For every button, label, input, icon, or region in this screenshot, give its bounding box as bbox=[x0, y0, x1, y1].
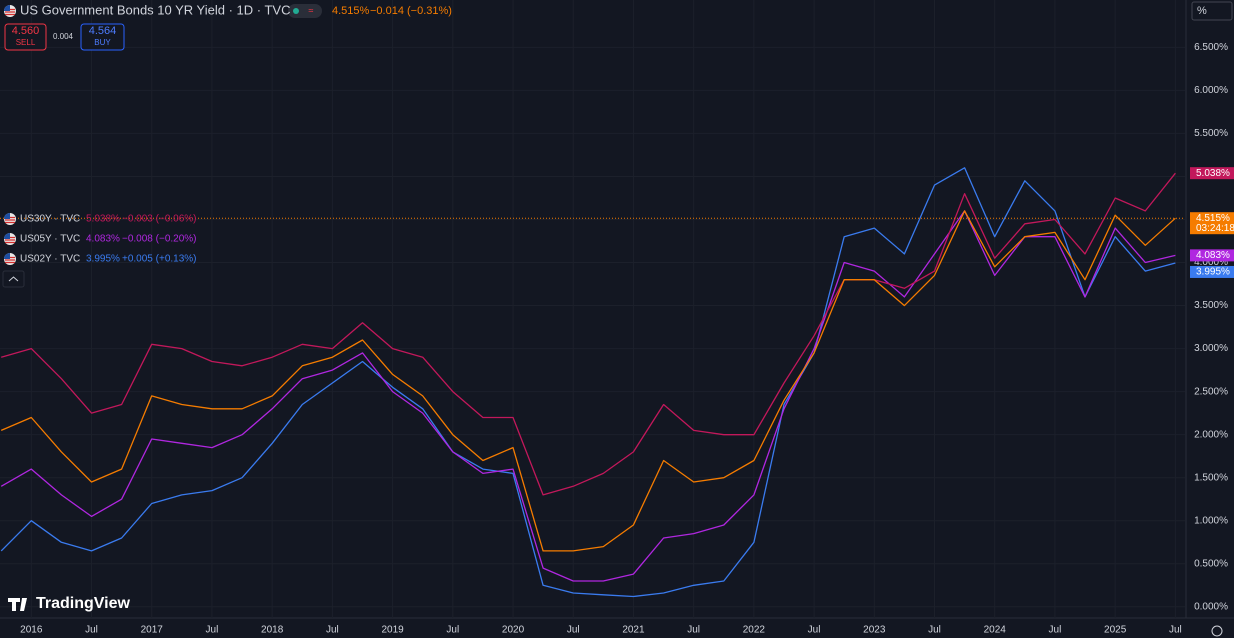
collapse-icon[interactable] bbox=[8, 276, 19, 282]
x-tick-label: 2016 bbox=[20, 625, 43, 636]
price-badge bbox=[1190, 167, 1234, 180]
sell-button[interactable] bbox=[4, 23, 47, 51]
chart-title: US Government Bonds 10 YR Yield · 1D · T… bbox=[20, 2, 290, 17]
price-badge bbox=[1190, 212, 1234, 235]
y-tick-label: 3.500% bbox=[1194, 300, 1228, 311]
x-tick-label: 2018 bbox=[261, 625, 284, 636]
x-tick-label: 2022 bbox=[743, 625, 766, 636]
price-badge-label: 4.083% bbox=[1196, 250, 1230, 261]
scale-unit[interactable]: % bbox=[1197, 5, 1207, 17]
x-tick-label: Jul bbox=[928, 625, 941, 636]
y-tick-label: 0.500% bbox=[1194, 558, 1228, 569]
price-badge-label: 3.995% bbox=[1196, 267, 1230, 278]
x-tick-label: 2024 bbox=[984, 625, 1007, 636]
series-line bbox=[0, 167, 1176, 598]
y-tick-label: 2.000% bbox=[1194, 429, 1228, 440]
x-tick-label: 2017 bbox=[141, 625, 164, 636]
buy-label[interactable]: BUY bbox=[94, 38, 111, 47]
logo-mark bbox=[8, 598, 27, 611]
legend-name: US02Y · TVC bbox=[20, 254, 80, 265]
status-icon: ≈ bbox=[309, 5, 314, 15]
legend-value: 4.083% bbox=[86, 234, 120, 245]
buy-button[interactable] bbox=[80, 23, 125, 51]
x-tick-label: Jul bbox=[1049, 625, 1062, 636]
collapse-button[interactable] bbox=[2, 270, 25, 288]
flag-canton bbox=[4, 253, 10, 259]
price-badge-label: 4.515% bbox=[1196, 213, 1230, 224]
logo-text: TradingView bbox=[36, 595, 131, 612]
y-tick-label: 3.000% bbox=[1194, 343, 1228, 354]
x-tick-label: 2023 bbox=[863, 625, 886, 636]
legend-change: −0.003 (−0.06%) bbox=[122, 214, 197, 225]
x-tick-label: Jul bbox=[567, 625, 580, 636]
x-tick-label: Jul bbox=[326, 625, 339, 636]
series-line bbox=[1, 172, 1176, 496]
y-tick-label: 1.500% bbox=[1194, 472, 1228, 483]
x-tick-label: Jul bbox=[1169, 625, 1182, 636]
x-tick-label: 2025 bbox=[1104, 625, 1127, 636]
y-tick-label: 6.500% bbox=[1194, 42, 1228, 53]
x-tick-label: Jul bbox=[85, 625, 98, 636]
sell-price[interactable]: 4.560 bbox=[12, 25, 40, 37]
x-tick-label: 2019 bbox=[381, 625, 404, 636]
price-badge bbox=[1190, 249, 1234, 262]
flag-canton bbox=[4, 5, 10, 11]
y-tick-label: 5.500% bbox=[1194, 128, 1228, 139]
price-change: −0.014 (−0.31%) bbox=[370, 5, 452, 17]
flag-canton bbox=[4, 233, 10, 239]
series-line bbox=[0, 210, 1176, 582]
legend-name: US05Y · TVC bbox=[20, 234, 80, 245]
x-tick-label: Jul bbox=[687, 625, 700, 636]
sell-label[interactable]: SELL bbox=[16, 38, 36, 47]
last-price: 4.515% bbox=[332, 5, 370, 17]
legend-change: +0.005 (+0.13%) bbox=[122, 254, 197, 265]
y-tick-label: 2.500% bbox=[1194, 386, 1228, 397]
legend-value: 3.995% bbox=[86, 254, 120, 265]
legend-name: US30Y · TVC bbox=[20, 214, 80, 225]
x-tick-label: Jul bbox=[808, 625, 821, 636]
flag-canton bbox=[4, 213, 10, 219]
price-badge bbox=[1190, 265, 1234, 278]
price-badge-label: 5.038% bbox=[1196, 168, 1230, 179]
series-line bbox=[0, 210, 1176, 552]
unit-box[interactable] bbox=[1191, 1, 1233, 21]
x-tick-label: 2021 bbox=[622, 625, 645, 636]
y-tick-label: 1.000% bbox=[1194, 515, 1228, 526]
spread: 0.004 bbox=[53, 32, 74, 41]
plot-area bbox=[0, 167, 1185, 598]
y-tick-label: 0.000% bbox=[1194, 601, 1228, 612]
countdown: 03:24:18 bbox=[1196, 223, 1234, 234]
y-tick-label: 4.000% bbox=[1194, 257, 1228, 268]
x-tick-label: Jul bbox=[446, 625, 459, 636]
legend-change: −0.008 (−0.20%) bbox=[122, 234, 197, 245]
status-pill[interactable] bbox=[288, 4, 322, 18]
legend-value: 5.038% bbox=[86, 214, 120, 225]
x-tick-label: Jul bbox=[206, 625, 219, 636]
settings-icon[interactable] bbox=[1211, 625, 1223, 637]
buy-price[interactable]: 4.564 bbox=[89, 25, 117, 37]
y-tick-label: 6.000% bbox=[1194, 85, 1228, 96]
x-tick-label: 2020 bbox=[502, 625, 525, 636]
status-dot bbox=[293, 8, 299, 14]
